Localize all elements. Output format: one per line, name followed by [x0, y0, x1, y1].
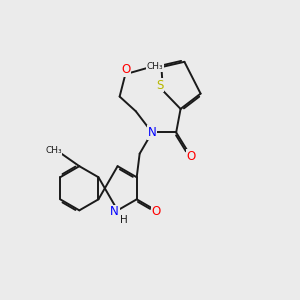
Text: CH₃: CH₃: [147, 62, 163, 71]
Text: O: O: [152, 205, 161, 218]
Text: S: S: [156, 79, 164, 92]
Text: CH₃: CH₃: [45, 146, 62, 155]
Text: O: O: [187, 150, 196, 163]
Text: N: N: [148, 126, 156, 139]
Text: N: N: [110, 205, 119, 218]
Text: H: H: [120, 215, 127, 225]
Text: O: O: [122, 63, 131, 76]
